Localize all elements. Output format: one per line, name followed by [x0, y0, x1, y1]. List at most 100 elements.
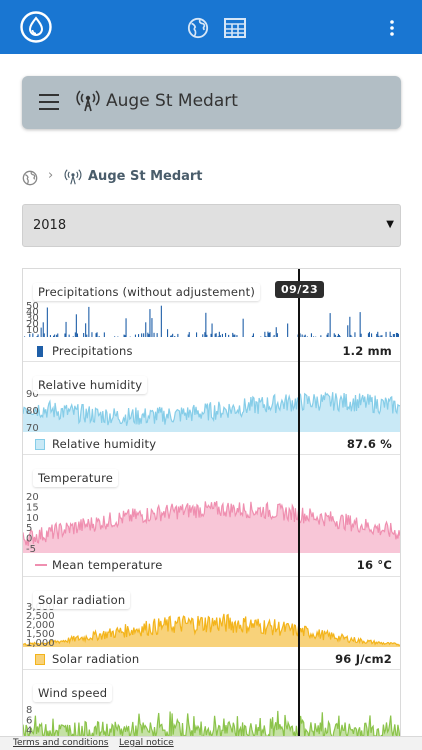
chevron-right-icon: ›	[48, 168, 54, 183]
precip-bar	[29, 333, 31, 337]
precip-bar	[117, 336, 119, 337]
globe-icon[interactable]	[187, 17, 209, 39]
breadcrumb-station[interactable]: Auge St Medart	[88, 169, 203, 184]
legend-swatch	[35, 564, 47, 566]
precip-bar	[381, 335, 383, 337]
precip-bar	[114, 336, 116, 337]
precip-bar	[269, 332, 271, 337]
charts-container[interactable]: 50 40 30 20 10 Precipitations (without adjus…	[22, 268, 401, 744]
y-tick-label: 50	[26, 301, 39, 312]
precip-bar	[49, 335, 51, 337]
precip-bar	[276, 333, 278, 337]
precip-bar	[392, 334, 394, 337]
precip-bar	[390, 335, 392, 337]
precip-bar	[349, 316, 351, 337]
y-tick-label: 20	[26, 319, 39, 330]
y-tick-label: 2,500	[26, 611, 55, 622]
precip-bar	[371, 333, 373, 337]
date-cursor-badge: 09/23	[275, 281, 325, 298]
precip-bar	[141, 333, 143, 337]
precip-bar	[264, 331, 266, 337]
precip-bar	[85, 323, 87, 337]
app-bar	[0, 0, 422, 54]
precip-bar	[188, 332, 190, 337]
globe-icon[interactable]	[22, 170, 38, 186]
precip-bar	[326, 334, 328, 337]
precip-bar	[138, 334, 140, 337]
table-grid-icon[interactable]	[224, 17, 246, 39]
legend-swatch	[35, 439, 45, 450]
date-cursor-line[interactable]	[298, 269, 300, 743]
year-select-value: 2018	[33, 218, 67, 233]
legend-swatch	[35, 654, 45, 665]
precip-bar	[310, 333, 312, 337]
y-tick-label: 30	[26, 313, 39, 324]
precip-bar	[65, 321, 67, 337]
precip-bar	[236, 335, 238, 337]
precip-bar	[368, 331, 370, 337]
precip-bar	[225, 333, 227, 337]
precip-bar	[265, 336, 267, 337]
precip-bar	[378, 335, 380, 337]
precipitation-title: Precipitations (without adjustement)	[33, 283, 261, 301]
y-tick-label: 20	[26, 492, 39, 503]
legal-link[interactable]: Legal notice	[119, 738, 174, 748]
precip-bar	[380, 335, 382, 337]
precip-bar	[397, 333, 399, 337]
precip-bar	[389, 331, 391, 337]
precip-bar	[252, 333, 254, 337]
precip-bar	[267, 331, 269, 337]
precip-bar	[147, 332, 149, 337]
wind-chart: 8642	[23, 705, 400, 743]
more-vert-icon[interactable]	[384, 17, 400, 39]
precip-bar	[54, 334, 56, 337]
series-line	[23, 613, 400, 646]
precip-bar	[367, 333, 369, 337]
water-drop-logo-icon[interactable]	[20, 11, 52, 43]
precip-bar	[148, 334, 150, 337]
precip-bar	[206, 334, 208, 337]
precip-bar	[124, 335, 126, 337]
precip-bar	[275, 327, 277, 337]
precip-bar	[53, 335, 55, 337]
y-axis-ticks: 90 80 70	[26, 389, 39, 432]
precip-bar	[86, 334, 88, 337]
hamburger-menu-icon[interactable]	[38, 92, 60, 112]
precip-bar	[329, 313, 331, 337]
legend-label: Precipitations	[52, 344, 133, 358]
precip-bar	[40, 327, 42, 337]
series-area	[23, 392, 400, 432]
precip-bar	[56, 334, 58, 337]
y-tick-label: 1,000	[26, 638, 55, 647]
legend-swatch	[37, 346, 43, 357]
solar-title: Solar radiation	[33, 591, 131, 609]
precip-bar	[395, 332, 397, 337]
y-tick-label: 5	[26, 523, 32, 534]
y-tick-label: 80	[26, 406, 39, 417]
y-tick-label: 1,500	[26, 629, 55, 640]
precip-bar	[75, 314, 77, 337]
y-tick-label: 15	[26, 502, 39, 513]
wind-title: Wind speed	[33, 684, 113, 702]
series-area	[23, 710, 400, 743]
precip-bar	[327, 332, 329, 337]
precip-bar	[251, 335, 253, 337]
y-tick-label: 4	[26, 726, 32, 737]
terms-link[interactable]: Terms and conditions	[13, 738, 109, 748]
precip-bar	[303, 335, 305, 337]
precip-bar	[174, 336, 176, 337]
year-select[interactable]: 2018 ▼	[22, 204, 401, 247]
precip-bar	[196, 332, 198, 337]
precip-bar	[214, 333, 216, 337]
precip-bar	[221, 333, 223, 337]
precip-bar	[339, 336, 341, 337]
precip-bar	[64, 333, 66, 337]
precip-bar	[145, 322, 147, 337]
wind-panel: 8642 Wind speed	[23, 670, 400, 743]
precip-bar	[95, 333, 97, 337]
temperature-legend: Mean temperature 16 °C	[23, 554, 400, 576]
precip-bar	[177, 333, 179, 337]
precip-bar	[32, 333, 34, 337]
